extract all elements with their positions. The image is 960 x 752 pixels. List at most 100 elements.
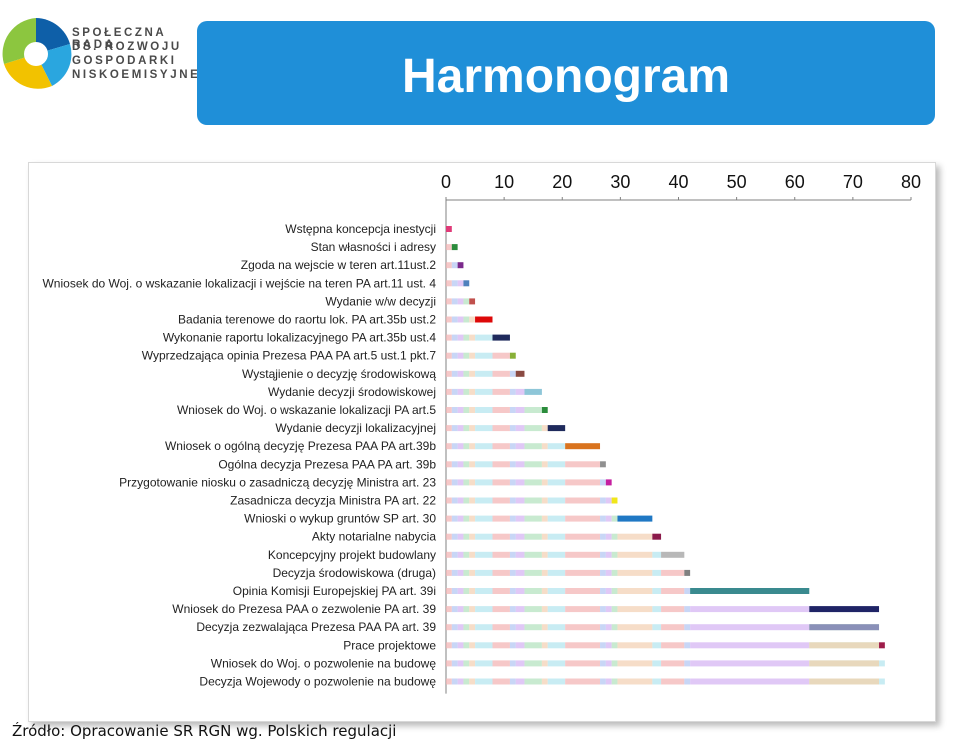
gantt-trail-segment <box>475 624 493 631</box>
gantt-trail-segment <box>809 642 880 649</box>
gantt-trail-segment <box>661 606 685 613</box>
gantt-trail-segment <box>547 497 566 504</box>
gantt-trail-segment <box>469 624 476 631</box>
gantt-trail-segment <box>524 588 542 594</box>
gantt-trail-segment <box>509 624 516 631</box>
gantt-trail-segment <box>684 606 691 613</box>
gantt-bar <box>600 461 606 468</box>
gantt-trail-segment <box>457 588 464 594</box>
gantt-trail-segment <box>492 407 510 413</box>
gantt-rows: Wstępna koncepcja inestycji Stan własnośc… <box>42 222 885 689</box>
gantt-chart: 0 10 20 30 40 50 60 70 80 Wstępna koncepcja ines… <box>42 172 921 694</box>
gantt-trail-segment <box>451 298 458 305</box>
gantt-trail-segment <box>446 624 452 631</box>
gantt-trail-segment <box>457 678 464 685</box>
gantt-bar <box>451 244 458 251</box>
gantt-trail-segment <box>605 606 612 613</box>
gantt-trail-segment <box>541 678 548 685</box>
gantt-trail-segment <box>492 388 510 395</box>
gantt-trail-segment <box>509 479 516 486</box>
gantt-trail-segment <box>469 588 476 594</box>
gantt-trail-segment <box>463 407 470 413</box>
gantt-trail-segment <box>451 262 458 269</box>
gantt-trail-segment <box>652 642 662 649</box>
gantt-trail-segment <box>509 425 516 432</box>
gantt-row: Wnioski o wykup gruntów SP art. 30 <box>244 512 653 526</box>
gantt-trail-segment <box>509 388 516 395</box>
gantt-trail-segment <box>463 551 470 558</box>
task-label: Stan własności i adresy <box>311 240 436 254</box>
gantt-trail-segment <box>457 497 464 504</box>
task-label: Decyzja Wojewody o pozwolenie na budowę <box>199 675 436 689</box>
gantt-trail-segment <box>524 515 542 522</box>
gantt-trail-segment <box>475 479 493 486</box>
task-label: Wniosek do Woj. o wskazanie lokalizacji … <box>42 276 436 290</box>
gantt-row: Prace projektowe <box>343 638 885 652</box>
gantt-row: Wniosek o ogólną decyzję Prezesa PAA PA … <box>165 439 601 453</box>
gantt-trail-segment <box>565 624 601 631</box>
task-label: Wydanie decyzji środowiskowej <box>268 385 436 399</box>
gantt-bar <box>541 407 548 413</box>
gantt-trail-segment <box>469 425 476 432</box>
gantt-trail-segment <box>463 569 470 576</box>
gantt-trail-segment <box>547 443 566 450</box>
gantt-trail-segment <box>469 479 476 486</box>
gantt-trail-segment <box>541 497 548 504</box>
gantt-trail-segment <box>509 678 516 685</box>
gantt-trail-segment <box>541 425 548 432</box>
gantt-trail-segment <box>451 515 458 522</box>
gantt-row: Wydanie decyzji środowiskowej <box>268 385 542 399</box>
gantt-trail-segment <box>457 479 464 486</box>
gantt-trail-segment <box>446 370 452 377</box>
gantt-trail-segment <box>684 642 691 649</box>
gantt-trail-segment <box>524 479 542 486</box>
gantt-trail-segment <box>524 461 542 468</box>
gantt-trail-segment <box>451 334 458 341</box>
gantt-trail-segment <box>446 280 452 287</box>
gantt-trail-segment <box>463 334 470 341</box>
gantt-trail-segment <box>515 569 525 576</box>
gantt-trail-segment <box>524 533 542 540</box>
gantt-trail-segment <box>451 425 458 432</box>
gantt-bar <box>652 533 662 540</box>
gantt-trail-segment <box>457 624 464 631</box>
gantt-trail-segment <box>469 461 476 468</box>
gantt-trail-segment <box>463 678 470 685</box>
gantt-trail-segment <box>463 606 470 613</box>
gantt-trail-segment <box>492 642 510 649</box>
gantt-trail-segment <box>463 370 470 377</box>
gantt-trail-segment <box>451 388 458 395</box>
gantt-trail-segment <box>475 461 493 468</box>
gantt-trail-segment <box>475 497 493 504</box>
gantt-trail-segment <box>661 588 685 594</box>
gantt-bar <box>524 388 542 395</box>
gantt-trail-segment <box>524 407 542 413</box>
gantt-trail-segment <box>515 606 525 613</box>
task-label: Wyprzedzająca opinia Prezesa PAA PA art.… <box>142 349 437 363</box>
gantt-trail-segment <box>605 551 612 558</box>
gantt-trail-segment <box>469 334 476 341</box>
gantt-bar <box>457 262 464 269</box>
gantt-row: Wniosek do Woj. o pozwolenie na budowę <box>211 656 885 670</box>
gantt-row: Decyzja środowiskowa (druga) <box>273 566 691 580</box>
gantt-row: Wniosek do Woj. o wskazanie lokalizacji … <box>42 276 470 290</box>
gantt-trail-segment <box>605 678 612 685</box>
gantt-trail-segment <box>475 407 493 413</box>
logo-text-line-4: NISKOEMISYJNEJ <box>72 69 210 81</box>
gantt-trail-segment <box>515 479 525 486</box>
gantt-trail-segment <box>565 660 601 667</box>
gantt-trail-segment <box>463 660 470 667</box>
gantt-trail-segment <box>509 569 516 576</box>
gantt-trail-segment <box>547 660 566 667</box>
gantt-bar <box>809 606 880 613</box>
gantt-trail-segment <box>457 334 464 341</box>
gantt-trail-segment <box>469 352 476 359</box>
gantt-trail-segment <box>879 678 885 685</box>
gantt-trail-segment <box>565 569 601 576</box>
gantt-trail-segment <box>446 479 452 486</box>
gantt-trail-segment <box>457 642 464 649</box>
gantt-bar <box>684 569 691 576</box>
gantt-bar <box>509 352 516 359</box>
gantt-trail-segment <box>565 606 601 613</box>
gantt-trail-segment <box>611 588 618 594</box>
